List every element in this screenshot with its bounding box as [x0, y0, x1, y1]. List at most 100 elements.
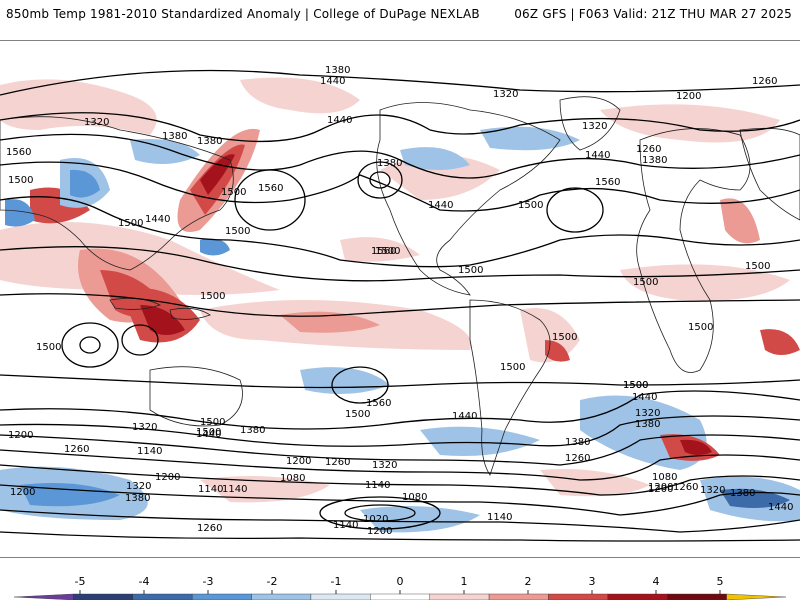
- contour-label: 1260: [565, 453, 590, 464]
- contour-label: 1020: [363, 514, 388, 525]
- contour-label: 1320: [635, 408, 660, 419]
- colorbar-tick-label: 3: [589, 575, 596, 588]
- colorbar: -5 -4 -3 -2 -1 0 1 2 3 4 5: [13, 575, 787, 600]
- anomaly-shading: [0, 77, 800, 533]
- contour-label: 1500: [518, 200, 543, 211]
- contour-label: 1500: [196, 427, 221, 438]
- contour-label: 1200: [367, 526, 392, 537]
- contour-label: 1320: [493, 89, 518, 100]
- model-run-info: 06Z GFS | F063 Valid: 21Z THU MAR 27 202…: [514, 7, 792, 21]
- contour-label: 1500: [623, 380, 648, 391]
- contour-label: 1080: [652, 472, 677, 483]
- contour-label: 1380: [240, 425, 265, 436]
- height-contours: [0, 69, 800, 542]
- contour-label: 1320: [132, 422, 157, 433]
- anomaly-map: 1380 1440 1260 1200 1320 1320 1380 1380 …: [0, 40, 800, 558]
- contour-label: 1500: [500, 362, 525, 373]
- colorbar-swatch: [132, 593, 193, 600]
- contour-label: 1260: [636, 144, 661, 155]
- contour-label: 1380: [730, 488, 755, 499]
- contour-label: 1380: [642, 155, 667, 166]
- colorbar-swatch: [726, 593, 787, 600]
- contour-label: 1260: [197, 523, 222, 534]
- contour-label: 1380: [635, 419, 660, 430]
- contour-label: 1440: [196, 429, 221, 440]
- contour-label: 1560: [6, 147, 31, 158]
- contour-label: 1440: [428, 200, 453, 211]
- contour-label: 1500: [375, 246, 400, 257]
- contour-label: 1440: [452, 411, 477, 422]
- contour-label: 1500: [36, 342, 61, 353]
- contour-label: 1260: [752, 76, 777, 87]
- contour-label: 1500: [345, 409, 370, 420]
- map-header: 850mb Temp 1981-2010 Standardized Anomal…: [0, 0, 800, 30]
- colorbar-ticks: -5 -4 -3 -2 -1 0 1 2 3 4 5: [75, 575, 724, 594]
- contour-label: 1200: [155, 472, 180, 483]
- contour-label: 1500: [225, 226, 250, 237]
- contour-label: 1260: [325, 457, 350, 468]
- contour-label: 1320: [126, 481, 151, 492]
- contour-label: 1320: [84, 117, 109, 128]
- colorbar-swatch: [370, 593, 430, 600]
- contour-label: 1200: [648, 484, 673, 495]
- contour-label: 1080: [402, 492, 427, 503]
- contour-label: 1380: [325, 65, 350, 76]
- contour-label: 1500: [745, 261, 770, 272]
- colorbar-tick-label: 5: [717, 575, 724, 588]
- contour-label: 1440: [320, 76, 345, 87]
- contour-label: 1440: [768, 502, 793, 513]
- contour-label: 1440: [632, 392, 657, 403]
- colorbar-swatch: [607, 593, 668, 600]
- contour-label: 1500: [200, 417, 225, 428]
- contour-label: 1500: [200, 291, 225, 302]
- colorbar-tick-label: 4: [653, 575, 660, 588]
- colorbar-tick-label: -5: [75, 575, 86, 588]
- contour-label: 1260: [64, 444, 89, 455]
- colorbar-swatch: [251, 593, 312, 600]
- contour-label: 1500: [458, 265, 483, 276]
- contour-label: 1140: [487, 512, 512, 523]
- contour-label: 1560: [371, 246, 396, 257]
- colorbar-swatches: [13, 593, 787, 600]
- contour-label: 1440: [145, 214, 170, 225]
- contour-label: 1440: [585, 150, 610, 161]
- contour-label: 1260: [673, 482, 698, 493]
- contour-label: 1320: [372, 460, 397, 471]
- contour-label: 1560: [595, 177, 620, 188]
- colorbar-tick-label: -2: [267, 575, 278, 588]
- colorbar-swatch: [548, 593, 609, 600]
- contour-label: 1200: [676, 91, 701, 102]
- contour-label: 1500: [633, 277, 658, 288]
- contour-label: 1320: [582, 121, 607, 132]
- contour-label: 1200: [286, 456, 311, 467]
- colorbar-tick-label: 0: [397, 575, 404, 588]
- map-title: 850mb Temp 1981-2010 Standardized Anomal…: [6, 7, 480, 21]
- colorbar-swatch: [429, 593, 490, 600]
- coastlines: [0, 96, 800, 476]
- contour-label: 1500: [623, 380, 648, 391]
- colorbar-tick-label: -1: [331, 575, 342, 588]
- contour-label: 1380: [197, 136, 222, 147]
- contour-label: 1500: [118, 218, 143, 229]
- contour-label: 1380: [565, 437, 590, 448]
- contour-label: 1500: [8, 175, 33, 186]
- colorbar-swatch: [13, 593, 74, 600]
- contour-label: 1140: [365, 480, 390, 491]
- contour-label: 1380: [162, 131, 187, 142]
- contour-label: 1500: [552, 332, 577, 343]
- contour-label: 1140: [222, 484, 247, 495]
- contour-label: 1500: [221, 187, 246, 198]
- contour-label: 1140: [137, 446, 162, 457]
- colorbar-swatch: [310, 593, 371, 600]
- contour-label: 1140: [198, 484, 223, 495]
- contour-label: 1500: [688, 322, 713, 333]
- contour-label: 1200: [648, 482, 673, 493]
- contour-label: 1380: [125, 493, 150, 504]
- contour-label: 1080: [280, 473, 305, 484]
- colorbar-swatch: [191, 593, 252, 600]
- contour-label-layer: 1380 1440 1260 1200 1320 1320 1380 1380 …: [6, 65, 793, 537]
- contour-label: 1380: [377, 158, 402, 169]
- contour-label: 1140: [333, 520, 358, 531]
- colorbar-swatch: [73, 593, 133, 600]
- colorbar-swatch: [667, 593, 727, 600]
